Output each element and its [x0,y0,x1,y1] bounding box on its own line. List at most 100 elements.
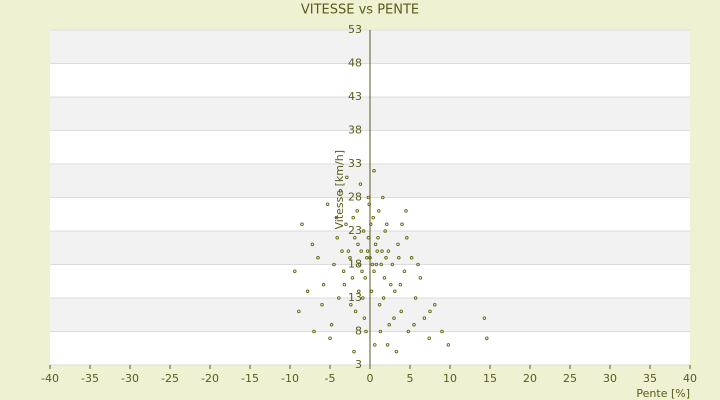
point [384,256,388,260]
point [378,329,383,334]
x-tick-label: -35 [81,372,99,385]
point [379,262,383,267]
point [367,202,371,206]
x-tick-label: -40 [41,372,59,385]
x-tick-label: 20 [523,372,537,385]
point [371,215,375,220]
x-tick-label: 40 [683,372,697,385]
y-tick-label: 33 [348,157,362,170]
x-tick-label: -20 [201,372,219,385]
point [358,182,363,186]
point [482,316,487,320]
point [357,289,361,294]
point [418,276,423,280]
point [387,323,391,327]
point [365,256,369,260]
point [377,302,382,307]
point [338,189,343,193]
point [348,256,352,260]
point [385,222,389,227]
point [316,256,320,260]
x-tick-label: 35 [643,372,657,385]
y-tick-label: 38 [348,124,362,137]
point [360,269,364,273]
y-tick-label: 48 [348,57,362,70]
point [392,316,396,320]
x-tick-label: 0 [367,372,374,385]
point [332,262,336,267]
point [374,262,379,267]
point [328,336,332,340]
point [337,296,341,300]
point [389,282,393,287]
point [413,296,418,300]
point [409,256,414,260]
y-tick-label: 13 [348,291,362,304]
point [344,222,348,227]
point [373,343,377,347]
x-tick-label: 10 [443,372,457,385]
point [366,195,371,200]
point [334,215,339,220]
point [373,242,378,247]
point [370,262,375,267]
point [356,242,360,247]
y-tick-label: 23 [348,224,362,237]
point [293,269,297,273]
point [352,349,356,354]
point [320,302,324,307]
point [377,209,381,213]
x-tick-label: 15 [483,372,497,385]
point [368,256,372,260]
point [305,289,310,294]
point [321,282,326,287]
point [363,276,367,280]
point [325,202,330,206]
y-tick-label: 28 [348,191,362,204]
x-tick-label: 5 [407,372,414,385]
point [340,249,344,253]
point [361,296,365,300]
point [399,309,403,314]
point [342,282,347,287]
x-tick-label: -10 [281,372,299,385]
point [369,222,373,227]
y-tick-label: 18 [348,258,362,271]
point [398,282,403,287]
point [446,343,451,347]
point [353,309,358,314]
point [364,329,368,334]
point [394,349,399,354]
point [372,269,376,273]
point [341,269,346,273]
x-tick-label: 30 [603,372,617,385]
x-axis-label: Pente [%] [636,387,690,400]
y-tick-label: 3 [355,358,362,371]
point [361,229,366,233]
point [381,195,385,200]
point [422,316,427,320]
point [351,215,355,220]
y-tick-label: 8 [355,325,362,338]
point [346,249,351,253]
x-tick-label: -25 [161,372,179,385]
point [375,249,379,253]
point [345,175,349,180]
x-tick-label: -30 [121,372,139,385]
point [397,256,401,260]
point [485,336,489,340]
point [406,329,411,334]
point [428,309,432,314]
point [396,242,400,247]
x-tick-label: -15 [241,372,259,385]
point [433,302,437,307]
point [359,249,363,253]
point [372,168,376,173]
point [300,222,304,227]
x-tick-label: 25 [563,372,577,385]
y-tick-label: 53 [348,23,362,36]
point [400,222,404,227]
point [353,235,357,240]
